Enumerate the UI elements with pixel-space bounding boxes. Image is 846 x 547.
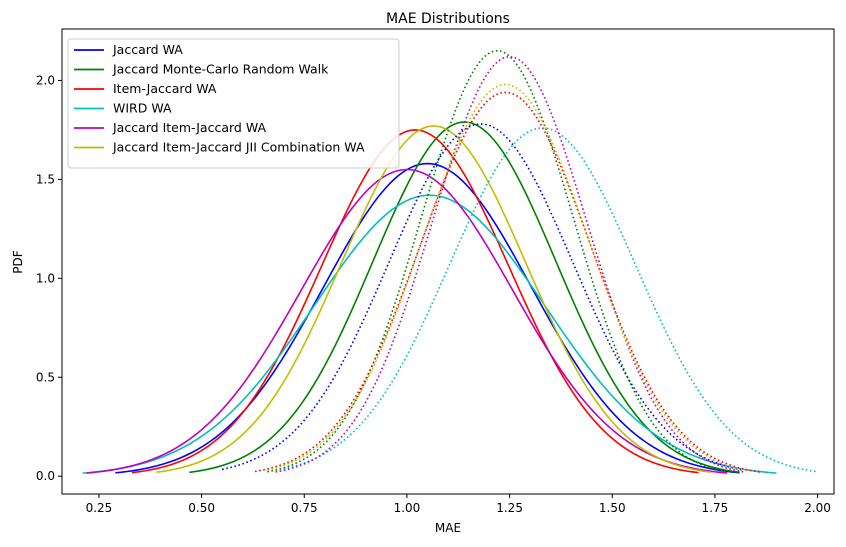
x-tick-label: 0.75 bbox=[291, 501, 318, 515]
legend-label: Item-Jaccard WA bbox=[113, 81, 217, 96]
x-tick-label: 1.25 bbox=[496, 501, 523, 515]
y-tick-label: 0.5 bbox=[36, 370, 55, 384]
legend-label: WIRD WA bbox=[113, 101, 172, 116]
axes-frame bbox=[61, 28, 835, 495]
series-line-6 bbox=[156, 125, 711, 474]
legend-label: Jaccard Item-Jaccard WA bbox=[112, 120, 266, 135]
legend-label: Jaccard Item-Jaccard JII Combination WA bbox=[112, 140, 365, 155]
x-axis-label: MAE bbox=[435, 521, 461, 535]
x-axis: 0.25 0.50 0.75 1.00 1.25 1.50 1.75 2.00 bbox=[86, 494, 831, 515]
y-axis: 0.0 0.5 1.0 1.5 2.0 bbox=[36, 73, 62, 483]
x-tick-label: 2.00 bbox=[804, 501, 831, 515]
x-tick-label: 1.75 bbox=[702, 501, 729, 515]
x-tick-label: 1.50 bbox=[599, 501, 626, 515]
legend-box bbox=[67, 38, 400, 169]
x-tick-label: 1.00 bbox=[394, 501, 421, 515]
legend-label: Jaccard Monte-Carlo Random Walk bbox=[112, 62, 329, 77]
series-line-4 bbox=[82, 194, 777, 474]
legend: Jaccard WA Jaccard Monte-Carlo Random Wal… bbox=[67, 38, 400, 169]
x-tick-label: 0.50 bbox=[188, 501, 215, 515]
series-line-1 bbox=[115, 162, 740, 474]
plot-area bbox=[82, 49, 818, 474]
series-line-7-dotted bbox=[221, 123, 744, 472]
series-line-9-dotted bbox=[254, 91, 761, 473]
y-tick-label: 1.0 bbox=[36, 271, 55, 285]
y-tick-label: 2.0 bbox=[36, 73, 55, 87]
series-line-8-dotted bbox=[267, 49, 728, 473]
x-tick-label: 0.25 bbox=[86, 501, 113, 515]
legend-label: Jaccard WA bbox=[112, 42, 183, 57]
y-tick-label: 0.0 bbox=[36, 469, 55, 483]
y-tick-label: 1.5 bbox=[36, 172, 55, 186]
series-line-12-dotted bbox=[267, 83, 748, 472]
series-line-5 bbox=[86, 168, 728, 474]
y-axis-label: PDF bbox=[11, 250, 25, 273]
series-line-3 bbox=[131, 129, 699, 474]
chart-title: MAE Distributions bbox=[386, 11, 510, 27]
series-line-10-dotted bbox=[279, 127, 818, 473]
